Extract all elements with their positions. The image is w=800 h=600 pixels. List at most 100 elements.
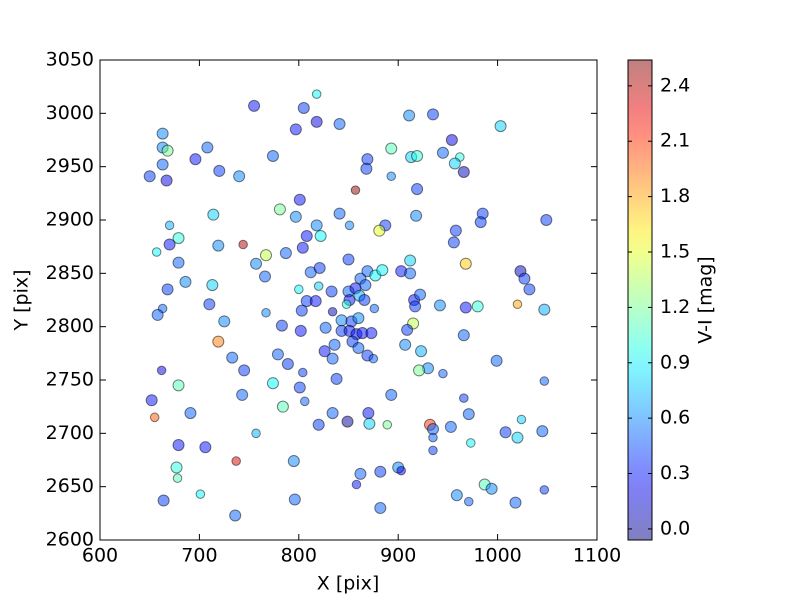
point	[287, 455, 300, 468]
point	[310, 219, 323, 232]
point	[386, 171, 397, 182]
point	[538, 303, 551, 316]
y-tick-label: 2950	[46, 155, 94, 177]
point	[172, 256, 185, 269]
point	[251, 428, 261, 439]
colorbar-tick-label: 1.2	[660, 296, 690, 318]
point	[199, 441, 212, 454]
point	[511, 431, 524, 444]
point	[385, 142, 398, 155]
point	[311, 89, 322, 99]
point	[151, 308, 164, 321]
point	[195, 489, 206, 499]
point	[143, 170, 156, 183]
y-tick-label: 2600	[46, 529, 94, 551]
point	[438, 368, 448, 379]
point	[385, 388, 398, 401]
point	[314, 229, 327, 243]
y-tick-label: 2650	[46, 475, 94, 497]
y-tick-label: 2700	[46, 422, 94, 444]
point	[160, 174, 173, 187]
colorbar-frame	[627, 59, 653, 541]
point	[465, 438, 476, 448]
point	[189, 153, 202, 166]
point	[184, 407, 197, 420]
colorbar-tick-label: 2.4	[660, 74, 690, 96]
point	[459, 257, 472, 270]
point	[213, 164, 226, 177]
plot-frame	[99, 59, 598, 541]
points	[143, 89, 553, 522]
point	[518, 272, 531, 285]
point	[382, 420, 393, 430]
point	[352, 312, 365, 325]
point	[149, 412, 160, 423]
point	[289, 123, 302, 136]
point	[212, 335, 225, 348]
point	[157, 494, 170, 507]
point	[297, 101, 310, 115]
point	[212, 239, 225, 252]
point	[326, 352, 339, 365]
point	[259, 249, 273, 262]
point	[509, 496, 522, 509]
point	[457, 165, 470, 179]
point	[318, 345, 331, 358]
point	[313, 281, 324, 291]
point	[368, 353, 379, 364]
point	[359, 279, 372, 292]
point	[233, 170, 246, 183]
point	[433, 299, 446, 312]
point	[426, 108, 440, 121]
point	[410, 209, 423, 222]
colorbar-label: V-I [mag]	[695, 256, 717, 343]
point	[248, 99, 261, 112]
colorbar	[628, 60, 652, 540]
point	[294, 324, 307, 337]
point	[341, 415, 354, 428]
point	[523, 283, 536, 296]
point	[409, 300, 422, 313]
point	[281, 357, 294, 371]
point	[172, 232, 185, 245]
point	[261, 308, 271, 318]
point	[327, 306, 338, 317]
point	[335, 314, 348, 327]
y-tick-label: 3050	[46, 49, 94, 71]
point	[294, 284, 304, 295]
colorbar-tick-label: 0.6	[660, 407, 690, 429]
point	[471, 300, 484, 313]
point	[156, 365, 167, 376]
point	[459, 393, 469, 403]
colorbar-tick-label: 1.5	[660, 241, 690, 263]
point	[428, 445, 438, 456]
point	[448, 157, 461, 170]
point	[399, 338, 412, 351]
point	[319, 321, 332, 334]
y-tick-label: 2800	[46, 315, 94, 337]
point	[328, 338, 341, 351]
point	[512, 299, 523, 310]
point	[536, 425, 549, 438]
point	[279, 247, 292, 260]
point	[499, 426, 512, 439]
colorbar-tick-label: 0.9	[660, 351, 690, 373]
point	[447, 236, 460, 249]
point	[326, 407, 339, 420]
point	[170, 461, 183, 474]
y-tick-label: 2750	[46, 369, 94, 391]
point	[145, 394, 158, 407]
point	[363, 417, 376, 430]
point	[403, 109, 416, 122]
point	[365, 327, 378, 340]
colorbar-tick-label: 0.3	[660, 462, 690, 484]
point	[413, 364, 426, 377]
y-tick-label: 3000	[46, 102, 94, 124]
point	[344, 220, 355, 231]
point	[396, 465, 406, 476]
point	[312, 418, 325, 431]
point	[358, 293, 371, 307]
colorbar-tick-label: 0.0	[660, 517, 690, 539]
x-axis-label: X [pix]	[317, 573, 379, 595]
